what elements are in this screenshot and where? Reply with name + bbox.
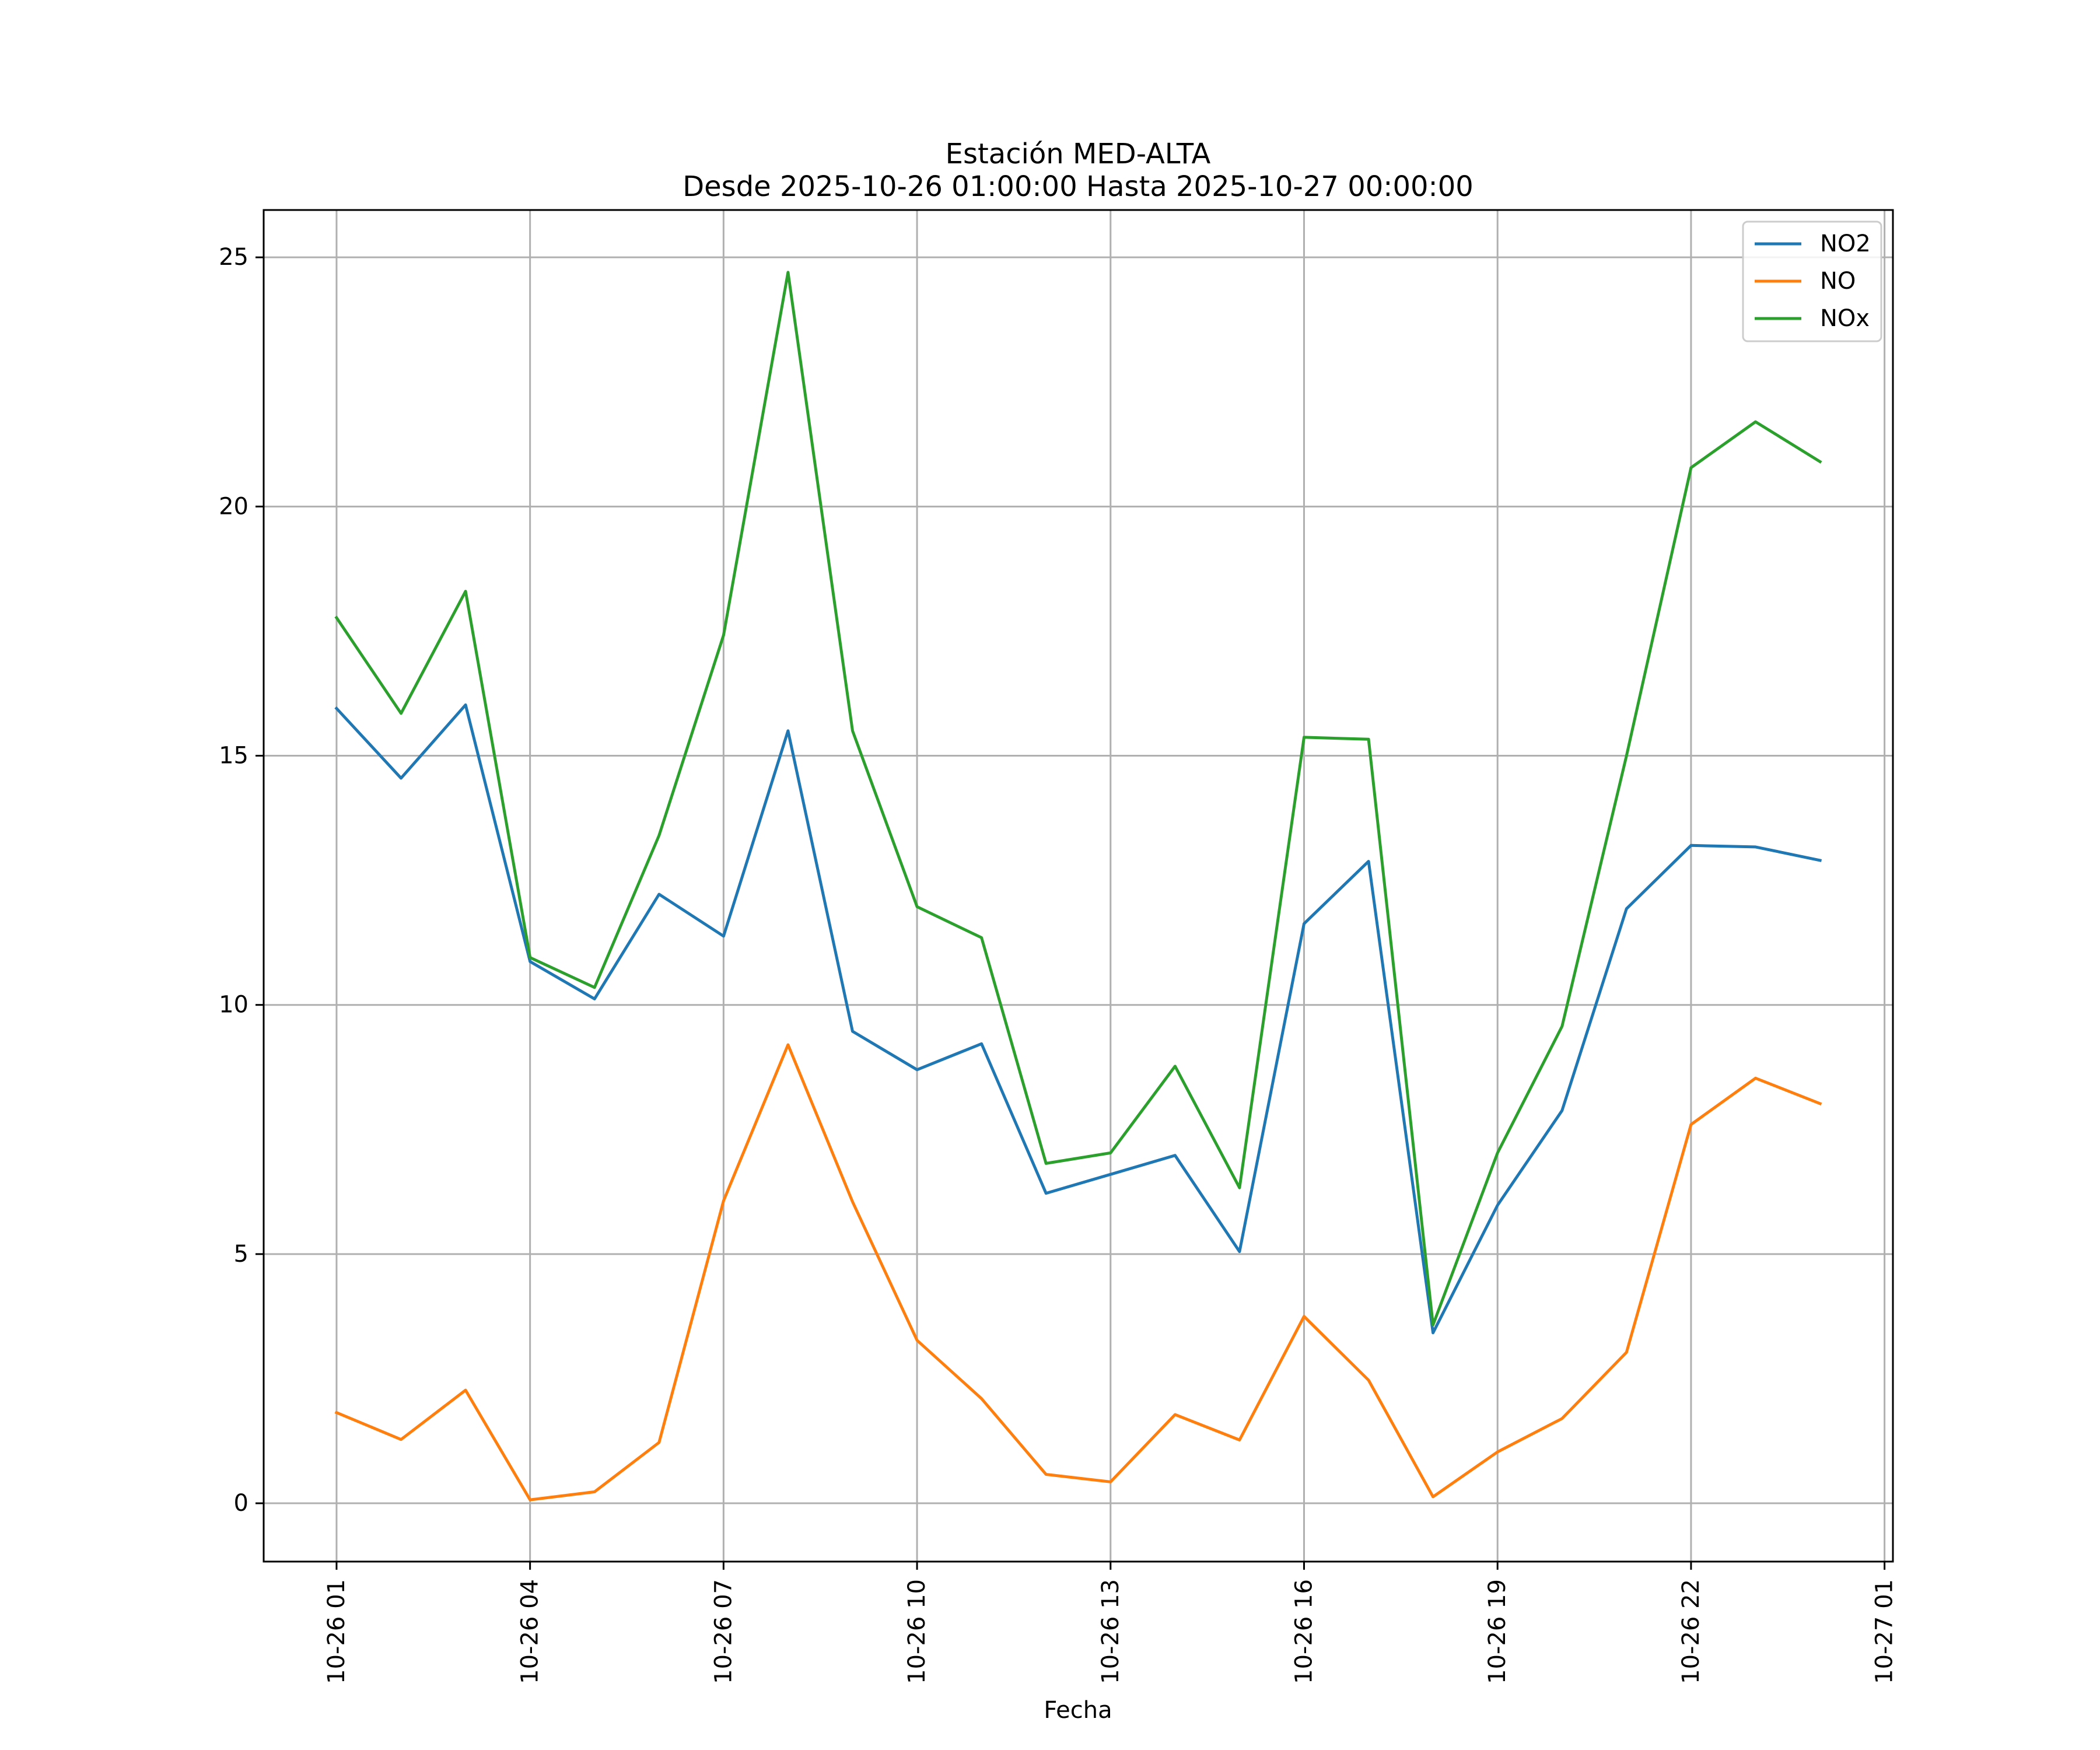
- y-tick-label: 0: [234, 1490, 249, 1517]
- series-line-nox: [334, 271, 1822, 1326]
- series-line-no2: [334, 703, 1822, 1335]
- series-line-no: [334, 1043, 1822, 1502]
- y-tick-label: 15: [219, 743, 249, 769]
- y-tick-label: 20: [219, 493, 249, 520]
- x-tick-label: 10-26 16: [1290, 1579, 1317, 1684]
- chart-subtitle: Desde 2025-10-26 01:00:00 Hasta 2025-10-…: [682, 170, 1474, 203]
- legend-label-no: NO: [1820, 268, 1856, 295]
- legend: NO2 NO NOx: [1742, 220, 1882, 342]
- legend-box: [1742, 220, 1882, 342]
- legend-label-no2: NO2: [1820, 230, 1871, 257]
- x-tick-label: 10-26 22: [1678, 1579, 1704, 1684]
- x-tick-label: 10-27 01: [1871, 1579, 1898, 1684]
- x-tick-label: 10-26 13: [1097, 1579, 1124, 1684]
- y-tick-label: 5: [234, 1241, 249, 1268]
- y-tick-label: 10: [219, 992, 249, 1019]
- y-axis-ticks: 0 5 10 15 20 25: [219, 244, 264, 1517]
- y-tick-label: 25: [219, 244, 249, 271]
- grid-lines: [264, 210, 1893, 1562]
- legend-label-nox: NOx: [1820, 305, 1870, 332]
- x-tick-label: 10-26 01: [323, 1579, 350, 1684]
- x-axis-label: Fecha: [1044, 1697, 1112, 1724]
- x-tick-label: 10-26 07: [710, 1579, 737, 1684]
- x-tick-label: 10-26 10: [904, 1579, 930, 1684]
- series-lines: [334, 271, 1822, 1502]
- chart-title: Estación MED-ALTA: [946, 138, 1211, 170]
- x-axis-ticks: 10-26 01 10-26 04 10-26 07 10-26 10 10-26 13…: [323, 1562, 1898, 1684]
- x-tick-label: 10-26 19: [1484, 1579, 1511, 1684]
- plot-area-frame: [262, 209, 1894, 1563]
- x-tick-label: 10-26 04: [517, 1579, 544, 1684]
